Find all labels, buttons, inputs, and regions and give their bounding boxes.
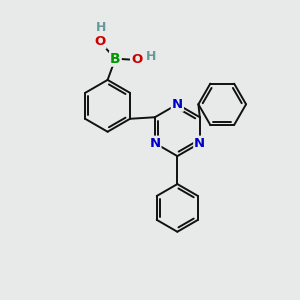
Text: N: N — [149, 136, 161, 150]
Text: N: N — [194, 136, 206, 150]
Text: N: N — [172, 98, 183, 111]
Text: H: H — [146, 50, 156, 63]
Text: O: O — [94, 35, 106, 48]
Text: O: O — [131, 53, 142, 67]
Text: B: B — [110, 52, 121, 66]
Text: H: H — [96, 21, 106, 34]
